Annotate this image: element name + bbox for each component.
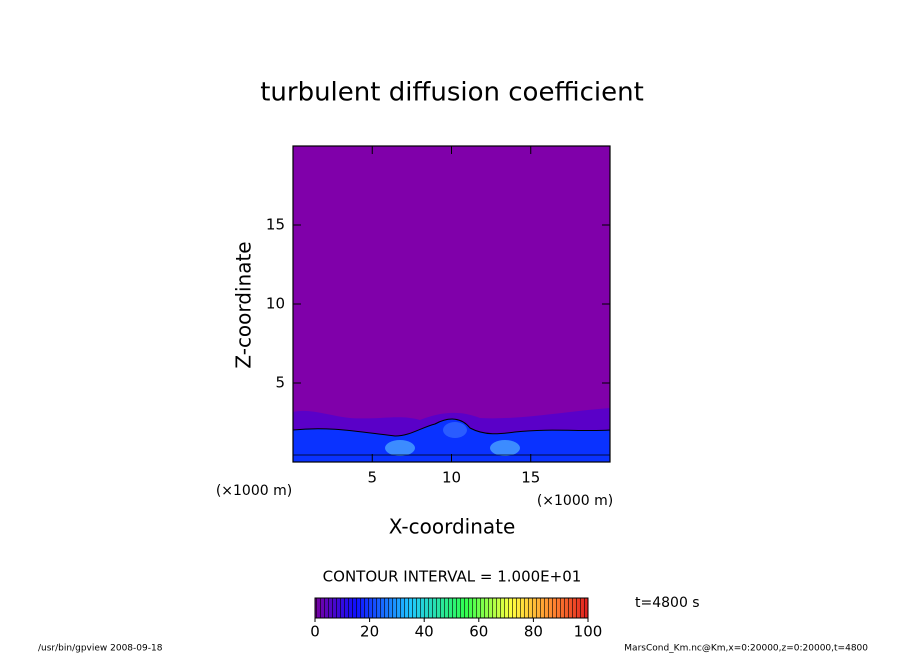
colorbar [314,597,589,619]
contour-band [292,418,611,463]
colorbar-tick-label: 0 [310,623,320,641]
colorbar-tick-label: 80 [524,623,543,641]
contour-interval: CONTOUR INTERVAL = 1.000E+01 [323,568,582,586]
y-tick-label: 10 [266,295,285,313]
y-unit-label: (×1000 m) [216,483,292,499]
footer-left: /usr/bin/gpview 2008-09-18 [38,644,163,654]
colorbar-stripes [315,598,588,618]
contour-band [490,440,520,456]
contour-field [292,145,611,463]
time-label: t=4800 s [635,595,700,611]
x-tick-label: 15 [521,469,540,487]
y-axis-label: Z-coordinate [232,241,256,368]
contour-band [443,422,467,438]
colorbar-frame [314,597,589,619]
y-tick-label: 5 [275,374,285,392]
y-tick-label: 15 [266,216,285,234]
colorbar-tick-label: 40 [415,623,434,641]
x-unit-label: (×1000 m) [537,493,613,509]
plot-area [293,146,610,462]
x-tick-label: 5 [367,469,377,487]
colorbar-tick-label: 100 [574,623,603,641]
colorbar-tick-label: 60 [469,623,488,641]
footer-right: MarsCond_Km.nc@Km,x=0:20000,z=0:20000,t=… [624,644,868,654]
x-axis-label: X-coordinate [389,515,516,539]
x-tick-label: 10 [442,469,461,487]
contour-band [385,440,415,456]
colorbar-tick-label: 20 [360,623,379,641]
chart-title: turbulent diffusion coefficient [260,78,644,108]
